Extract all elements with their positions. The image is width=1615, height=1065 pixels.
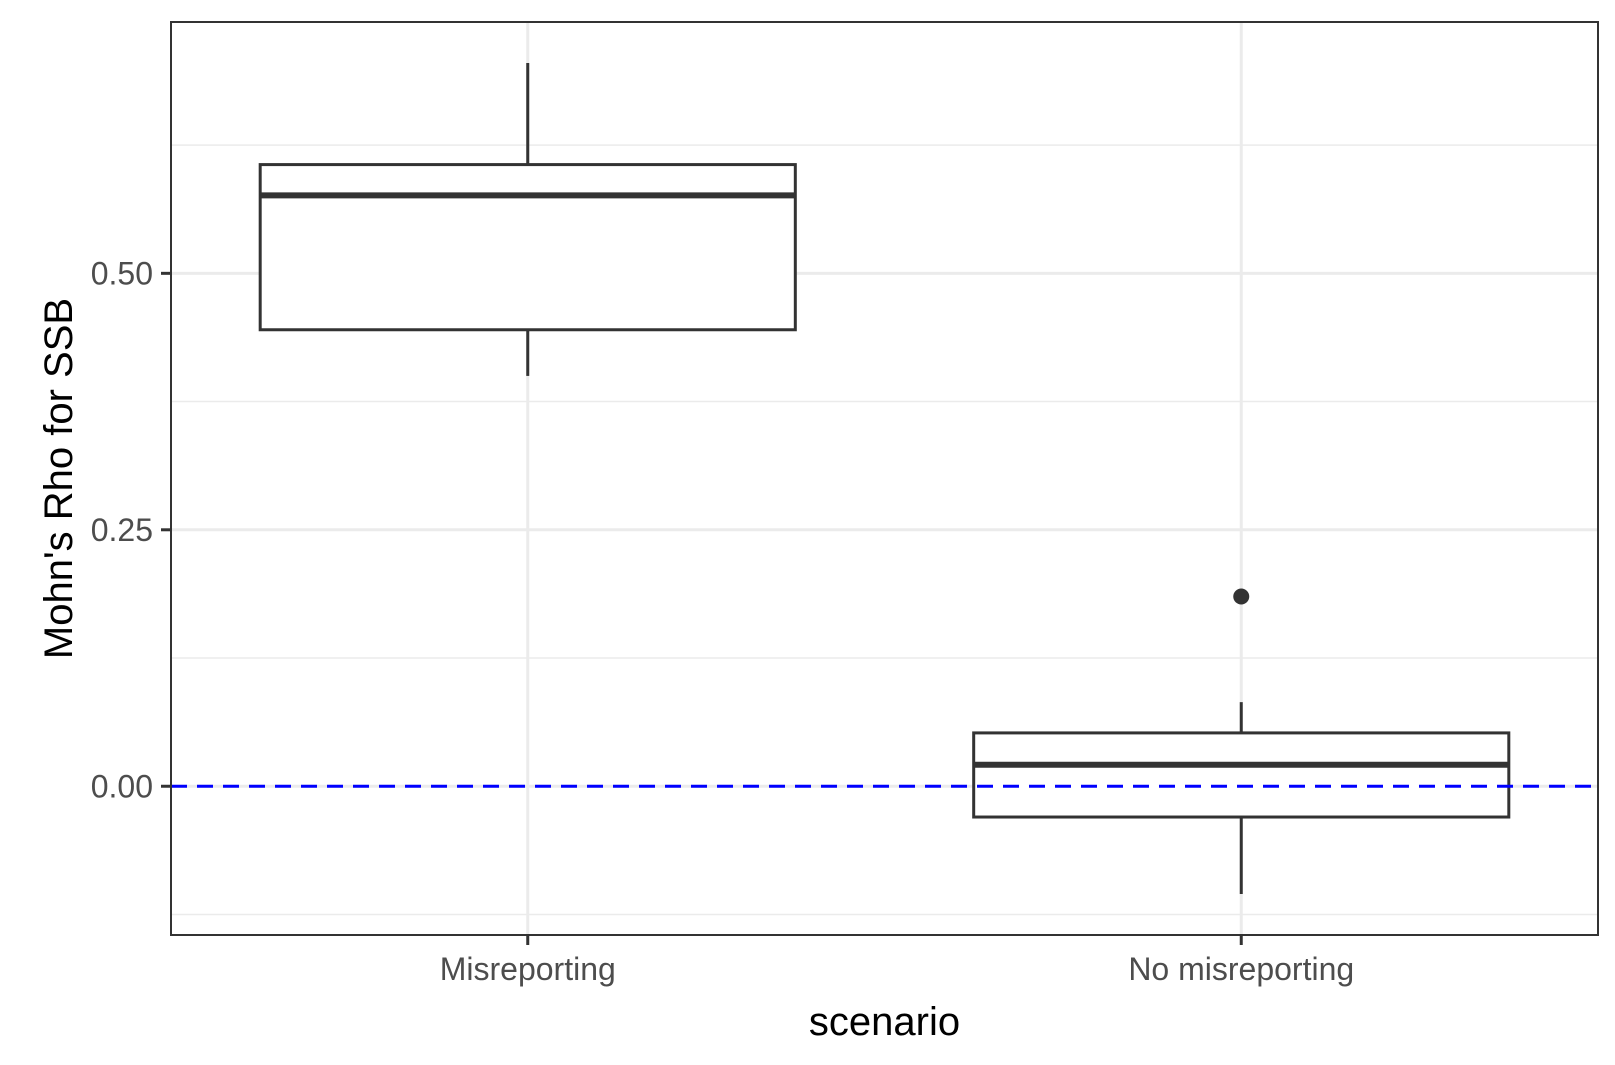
box-iqr (972, 731, 1511, 819)
box-iqr (258, 163, 797, 332)
boxplots (258, 63, 1511, 894)
x-axis-title: scenario (809, 1000, 960, 1044)
y-axis-title: Mohn's Rho for SSB (37, 298, 81, 659)
x-tick-label: No misreporting (1128, 951, 1354, 987)
x-tick-label: Misreporting (440, 951, 616, 987)
y-tick-label: 0.00 (91, 768, 153, 804)
x-axis: Misreporting No misreporting (440, 935, 1354, 987)
panel-border (170, 21, 1599, 936)
y-tick-label: 0.25 (91, 512, 153, 548)
outlier-point (1233, 588, 1250, 605)
boxplot-1 (258, 63, 797, 376)
y-axis: 0.00 0.25 0.50 (91, 255, 171, 804)
boxplot-2 (972, 588, 1511, 894)
minor-gridlines (171, 144, 1598, 916)
y-tick-label: 0.50 (91, 255, 153, 291)
